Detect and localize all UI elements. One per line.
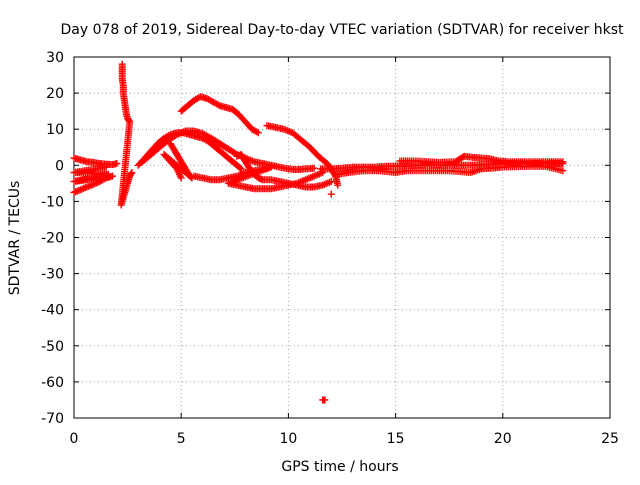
data-point — [559, 167, 567, 175]
data-point — [214, 101, 222, 109]
data-point — [559, 158, 567, 166]
data-markers — [70, 60, 567, 404]
x-tick-label: 15 — [387, 431, 405, 447]
data-point — [321, 396, 329, 404]
y-axis-label: SDTVAR / TECUs — [7, 181, 23, 296]
y-tick-label: 20 — [46, 86, 64, 102]
data-point — [237, 165, 245, 173]
x-axis-label: GPS time / hours — [281, 459, 398, 475]
data-point — [334, 181, 342, 189]
data-point — [171, 132, 179, 140]
data-point — [177, 174, 185, 182]
data-point — [128, 169, 136, 177]
data-point — [102, 163, 110, 171]
y-tick-label: -40 — [41, 303, 64, 319]
data-point — [78, 185, 86, 193]
x-tick-label: 5 — [177, 431, 186, 447]
y-tick-label: 30 — [46, 50, 64, 66]
data-point — [327, 178, 335, 186]
data-point — [254, 129, 262, 137]
y-tick-label: -60 — [41, 375, 64, 391]
data-point — [236, 164, 244, 172]
data-point — [80, 184, 88, 192]
grid — [74, 57, 610, 418]
x-tick-label: 20 — [494, 431, 512, 447]
data-point — [310, 164, 318, 172]
x-tick-label: 0 — [70, 431, 79, 447]
y-tick-label: -30 — [41, 267, 64, 283]
chart-title: Day 078 of 2019, Sidereal Day-to-day VTE… — [61, 22, 624, 38]
axis-ticks: 0 5 10 15 20 25 30 20 10 0 -10 -20 -30 -40 -50 -60 -70 — [41, 50, 619, 447]
data-point — [127, 170, 135, 178]
y-tick-label: -70 — [41, 411, 64, 427]
x-tick-label: 25 — [601, 431, 619, 447]
data-point — [327, 190, 335, 198]
y-tick-label: 0 — [55, 158, 64, 174]
x-tick-label: 10 — [279, 431, 297, 447]
y-tick-label: -10 — [41, 194, 64, 210]
data-point — [76, 186, 84, 194]
y-tick-label: -20 — [41, 231, 64, 247]
data-point — [253, 128, 261, 136]
y-tick-label: -50 — [41, 339, 64, 355]
y-tick-label: 10 — [46, 122, 64, 138]
data-point — [113, 159, 121, 167]
data-point — [81, 184, 89, 192]
